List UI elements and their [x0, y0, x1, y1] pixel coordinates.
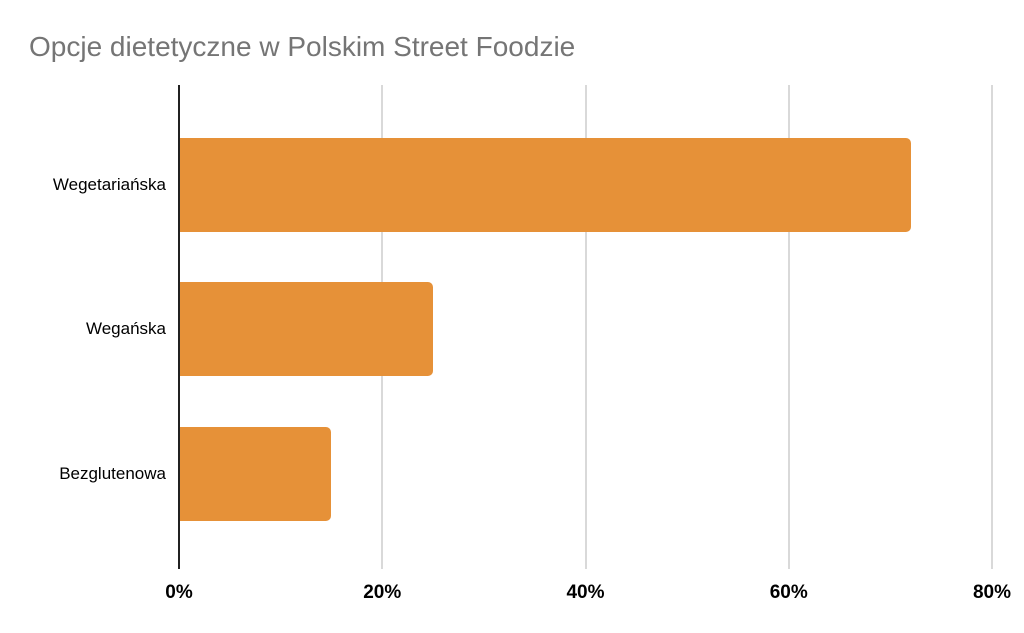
x-tick-label: 0% — [165, 582, 193, 603]
category-label: Bezglutenowa — [59, 464, 166, 483]
gridline-80 — [991, 85, 993, 569]
x-axis-baseline — [178, 85, 180, 569]
plot-area — [178, 85, 993, 569]
x-tick-label: 20% — [363, 582, 402, 603]
x-tick-label: 40% — [566, 582, 605, 603]
chart-title: Opcje dietetyczne w Polskim Street Foodz… — [29, 31, 576, 62]
category-label: Wegańska — [85, 319, 166, 338]
category-label: Wegetariańska — [52, 175, 166, 194]
gridline-60 — [787, 85, 790, 569]
bar — [179, 427, 331, 521]
bar — [179, 282, 433, 376]
x-tick-label: 60% — [769, 582, 808, 603]
gridline-40 — [584, 85, 587, 569]
bar — [179, 138, 911, 232]
x-tick-label: 80% — [972, 582, 1012, 603]
